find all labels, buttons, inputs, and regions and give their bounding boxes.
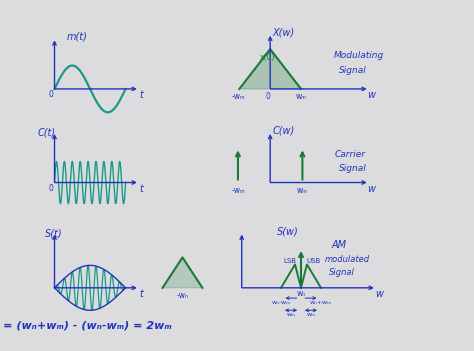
Text: 0: 0: [49, 90, 54, 99]
Text: B.W. = (wₙ+wₘ) - (wₙ-wₘ) = 2wₘ: B.W. = (wₙ+wₘ) - (wₙ-wₘ) = 2wₘ: [0, 320, 172, 330]
Text: S(t): S(t): [45, 229, 63, 238]
Text: wₙ+wₘ: wₙ+wₘ: [310, 300, 332, 305]
Polygon shape: [163, 257, 202, 288]
Text: C(w): C(w): [273, 125, 295, 135]
Text: -wₙ: -wₙ: [176, 291, 189, 300]
Text: wₘ: wₘ: [287, 312, 295, 317]
Text: X(w): X(w): [273, 27, 295, 37]
Text: modulated: modulated: [325, 255, 370, 264]
Text: USB: USB: [306, 258, 320, 265]
Text: wₙ-wₘ: wₙ-wₘ: [272, 300, 291, 305]
Text: x(0): x(0): [260, 53, 275, 62]
Text: wₙ: wₙ: [296, 289, 306, 298]
Text: 0: 0: [49, 184, 54, 193]
Text: wₘ: wₘ: [296, 92, 306, 101]
Text: C(t): C(t): [38, 128, 56, 138]
Text: -wₘ: -wₘ: [231, 186, 245, 195]
Text: LSB: LSB: [283, 258, 296, 265]
Text: Signal: Signal: [339, 66, 367, 74]
Text: Modulating: Modulating: [334, 52, 384, 60]
Text: wₘ: wₘ: [297, 186, 308, 195]
Text: w: w: [367, 184, 375, 194]
Text: S(w): S(w): [277, 226, 299, 236]
Text: -wₘ: -wₘ: [232, 92, 245, 101]
Polygon shape: [239, 49, 301, 89]
Text: t: t: [139, 90, 143, 100]
Text: t: t: [139, 184, 143, 194]
Text: Signal: Signal: [329, 268, 356, 277]
Text: wₘ: wₘ: [307, 312, 315, 317]
Text: AM: AM: [332, 240, 347, 250]
Text: m(t): m(t): [66, 32, 87, 42]
Text: w: w: [367, 90, 375, 100]
Text: Carrier: Carrier: [334, 150, 365, 159]
Text: t: t: [139, 289, 143, 299]
Text: 0: 0: [265, 92, 270, 101]
Text: w: w: [375, 289, 383, 299]
Text: Signal: Signal: [339, 164, 367, 173]
